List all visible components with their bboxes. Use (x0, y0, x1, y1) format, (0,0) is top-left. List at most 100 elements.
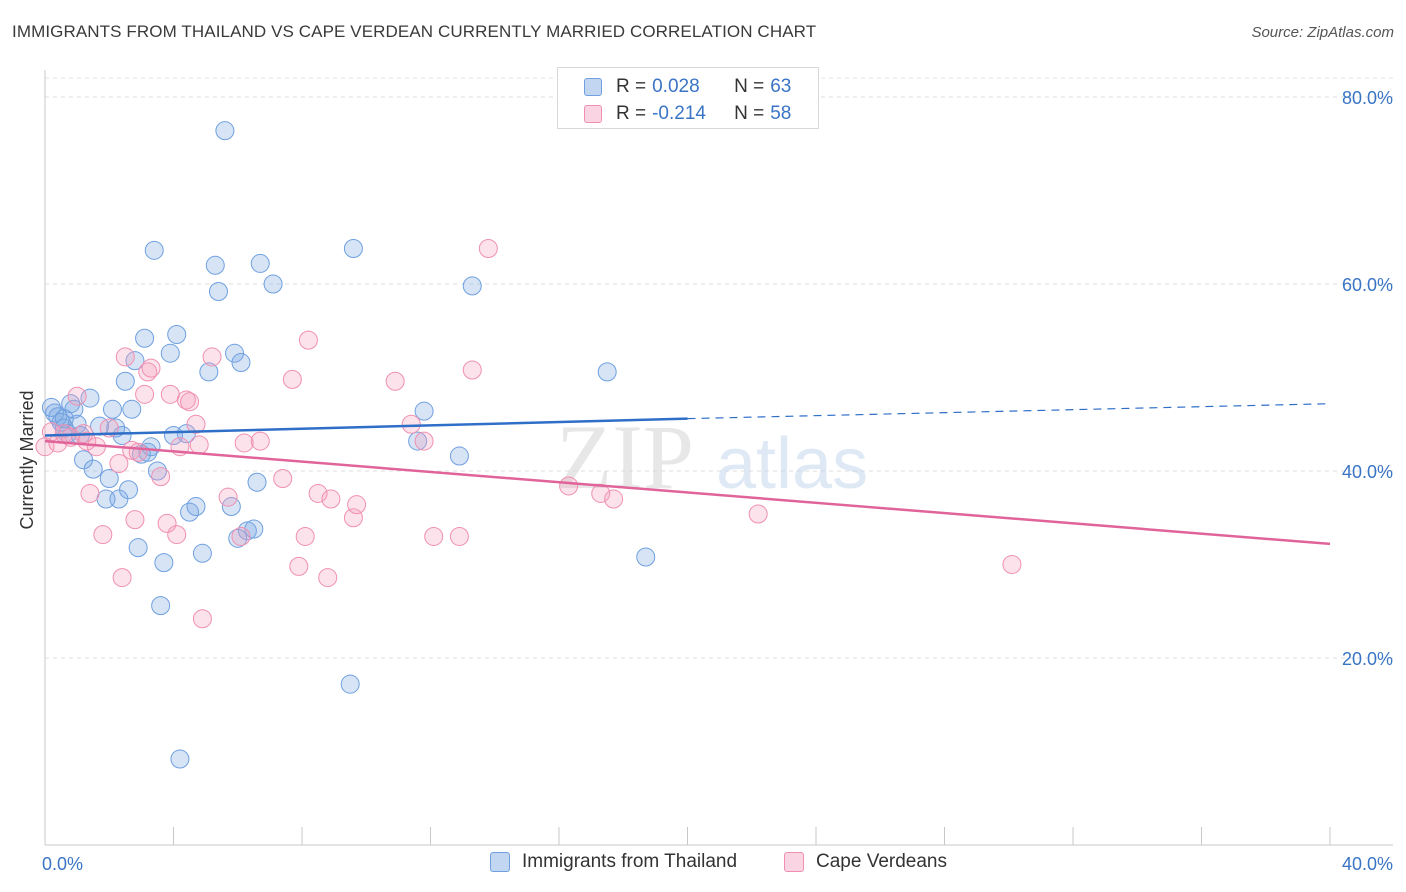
point-cape-verdean (109, 454, 129, 474)
point-thailand (186, 497, 206, 517)
point-cape-verdean (157, 513, 177, 533)
point-thailand (122, 399, 142, 419)
point-cape-verdean (1002, 555, 1022, 574)
point-cape-verdean (295, 526, 315, 546)
point-cape-verdean (167, 525, 187, 545)
y-tick-label: 40.0% (1342, 462, 1393, 482)
x-tick-label: 0.0% (42, 854, 83, 874)
point-thailand (125, 351, 145, 371)
point-cape-verdean (385, 371, 405, 391)
trend-lines (44, 403, 1331, 546)
tick-labels: 20.0% 40.0% 60.0% 80.0% 0.0% 40.0% (42, 88, 1393, 874)
point-thailand (128, 538, 148, 558)
point-cape-verdean (318, 568, 338, 588)
point-cape-verdean (321, 489, 341, 509)
point-thailand (228, 528, 248, 548)
point-thailand (215, 121, 235, 141)
r-value-cape-verdean: -0.214 (652, 103, 706, 124)
point-thailand (225, 343, 245, 363)
point-thailand (160, 343, 180, 363)
point-cape-verdean (202, 347, 222, 367)
point-thailand (449, 446, 469, 466)
legend-swatch-cape-verdean (784, 852, 804, 872)
point-cape-verdean (231, 526, 251, 546)
point-thailand (247, 472, 267, 492)
point-cape-verdean (125, 510, 145, 530)
point-thailand (41, 397, 61, 417)
axes (44, 70, 1393, 846)
point-cape-verdean (115, 347, 135, 367)
point-cape-verdean (151, 467, 171, 487)
point-cape-verdean (478, 238, 498, 258)
stats-row-thailand: R = 0.028 N = 63 (584, 75, 791, 99)
point-cape-verdean (250, 431, 270, 451)
point-thailand (462, 276, 482, 296)
point-cape-verdean (138, 362, 158, 382)
point-cape-verdean (93, 525, 113, 545)
n-label: N = (734, 103, 765, 124)
legend-label-thailand: Immigrants from Thailand (522, 851, 738, 872)
point-thailand (167, 324, 187, 344)
point-thailand (83, 459, 103, 479)
point-cape-verdean (401, 414, 421, 434)
point-thailand (141, 437, 161, 457)
point-cape-verdean (67, 386, 87, 406)
point-thailand (205, 255, 225, 275)
point-thailand (115, 371, 135, 391)
n-value-thailand: 63 (770, 76, 792, 97)
point-cape-verdean (189, 435, 209, 455)
point-cape-verdean (289, 556, 309, 576)
point-cape-verdean (559, 476, 579, 496)
point-cape-verdean (273, 468, 293, 488)
legend-swatch-thailand (490, 852, 510, 872)
point-thailand (208, 281, 228, 301)
point-cape-verdean (604, 489, 624, 509)
legend-item-thailand[interactable]: Immigrants from Thailand (490, 851, 737, 873)
point-cape-verdean (122, 440, 142, 460)
y-tick-label: 20.0% (1342, 649, 1393, 669)
point-cape-verdean (347, 495, 367, 515)
point-thailand (408, 431, 428, 451)
point-thailand (102, 399, 122, 419)
point-cape-verdean (282, 369, 302, 389)
point-cape-verdean (112, 568, 132, 588)
point-cape-verdean (80, 483, 100, 503)
source-label: Source: ZipAtlas.com (1251, 24, 1394, 41)
point-thailand (99, 468, 119, 488)
point-cape-verdean (298, 330, 318, 350)
data-points (35, 121, 1022, 769)
legend-item-cape-verdean[interactable]: Cape Verdeans (784, 851, 947, 873)
point-thailand (597, 362, 617, 382)
point-cape-verdean (308, 483, 328, 503)
point-cape-verdean (234, 433, 254, 453)
point-cape-verdean (141, 358, 161, 378)
x-tick-label: 40.0% (1342, 854, 1393, 874)
point-cape-verdean (449, 526, 469, 546)
point-thailand (45, 403, 65, 423)
legend-swatch-cape-verdean (584, 105, 602, 123)
point-thailand (636, 547, 656, 567)
point-cape-verdean (192, 609, 212, 629)
point-thailand (170, 749, 190, 769)
stats-legend: R = 0.028 N = 63 R = -0.214 N = 58 (557, 67, 819, 129)
trend-line-thailand (44, 417, 688, 437)
point-cape-verdean (414, 431, 434, 451)
point-thailand (147, 461, 167, 481)
point-cape-verdean (180, 392, 200, 412)
series-legend: Immigrants from Thailand Cape Verdeans (0, 851, 1406, 877)
y-tick-label: 60.0% (1342, 275, 1393, 295)
trend-line-cape-verdean (44, 439, 1331, 546)
point-cape-verdean (424, 526, 444, 546)
point-cape-verdean (462, 360, 482, 380)
point-thailand (119, 480, 139, 500)
r-label: R = (616, 76, 647, 97)
point-cape-verdean (218, 487, 238, 507)
point-thailand (154, 553, 174, 573)
point-thailand (144, 240, 164, 260)
point-thailand (263, 274, 283, 294)
r-value-thailand: 0.028 (652, 76, 700, 97)
point-thailand (414, 401, 434, 421)
point-thailand (231, 353, 251, 373)
point-thailand (250, 253, 270, 273)
